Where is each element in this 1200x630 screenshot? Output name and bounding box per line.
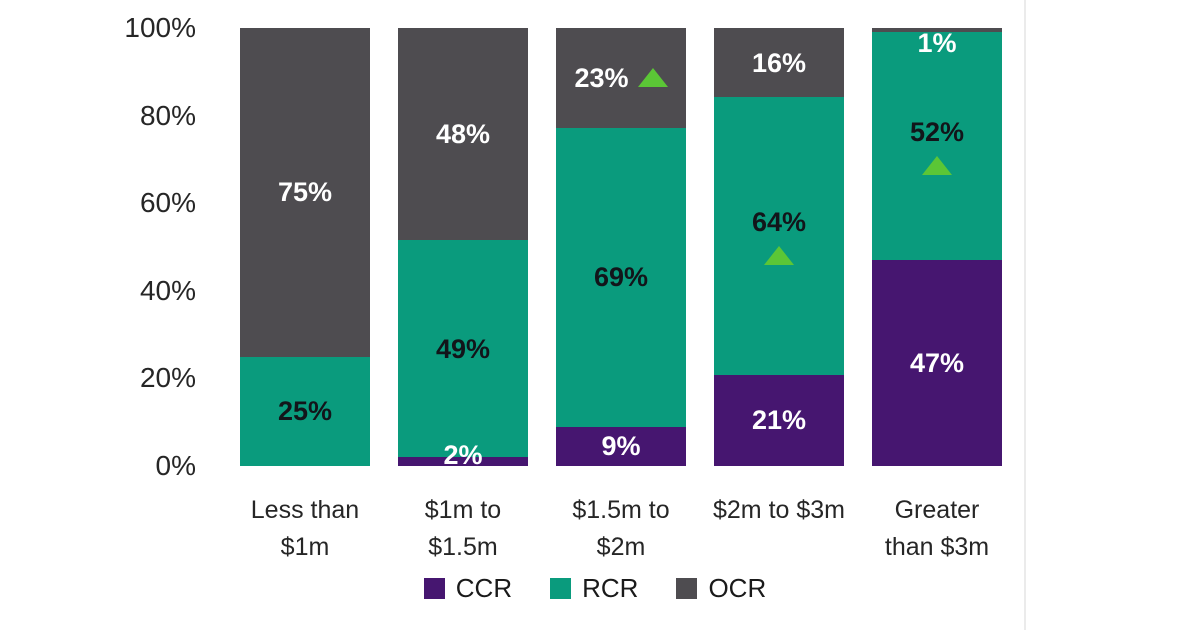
- segment-ocr-2m-to-3m: 16%: [714, 28, 844, 98]
- bar-2m-to-3m: 21% 64% 16%: [714, 28, 844, 466]
- x-axis-label-1m-to-1-5m: $1m to $1.5m: [424, 496, 502, 561]
- segment-rcr-2m-to-3m: 64%: [714, 97, 844, 375]
- segment-rcr-less-than-1m: 25%: [240, 356, 370, 466]
- legend-swatch-rcr: [550, 577, 572, 599]
- data-label-ocr-1m-to-1-5m: 48%: [435, 119, 491, 150]
- legend-item-ocr: OCR: [676, 574, 766, 602]
- segment-ocr-greater-than-3m: 1%: [872, 28, 1002, 58]
- segment-ccr-1-5m-to-2m: 9%: [556, 426, 686, 466]
- y-tick-label-20: 20%: [139, 362, 196, 394]
- data-label-ocr-less-than-1m: 75%: [277, 177, 333, 208]
- segment-rcr-1m-to-1-5m: 49%: [398, 240, 528, 458]
- segment-ocr-1-5m-to-2m: 23%: [556, 28, 686, 128]
- x-axis-label-2m-to-3m: $2m to $3m: [712, 496, 845, 524]
- data-label-ccr-1m-to-1-5m: 2%: [443, 439, 483, 470]
- segment-ccr-2m-to-3m: 21%: [714, 374, 844, 466]
- segment-ccr-greater-than-3m: 47%: [872, 260, 1002, 466]
- bar-greater-than-3m: 47% 52% 1%: [872, 28, 1002, 466]
- y-tick-label-60: 60%: [139, 187, 196, 219]
- legend-item-ccr: CCR: [423, 573, 513, 603]
- chart-right-border: [1024, 0, 1026, 630]
- data-label-rcr-1-5m-to-2m: 69%: [593, 262, 649, 293]
- legend-item-rcr: RCR: [550, 574, 638, 602]
- segment-rcr-1-5m-to-2m: 69%: [556, 127, 686, 427]
- y-tick-label-80: 80%: [139, 99, 196, 131]
- data-label-rcr-2m-to-3m: 64%: [751, 207, 807, 238]
- bar-1-5m-to-2m: 9% 69% 23%: [556, 28, 686, 466]
- segment-ocr-1m-to-1-5m: 48%: [398, 28, 528, 241]
- data-label-ccr-greater-than-3m: 47%: [909, 348, 965, 379]
- legend: CCR RCR OCR: [0, 574, 1190, 602]
- plot-area: 25% 75% 2% 49% 48% 9% 69% 23% 21% 64% 16% 47% 52% 1%: [240, 28, 1002, 470]
- data-label-ocr-greater-than-3m: 1%: [917, 28, 957, 59]
- bar-less-than-1m: 25% 75%: [240, 28, 370, 466]
- legend-label-ccr: CCR: [455, 573, 513, 603]
- increase-triangle-icon-1-5m-to-2m: [637, 68, 668, 88]
- data-label-ccr-2m-to-3m: 21%: [751, 405, 807, 436]
- legend-label-rcr: RCR: [582, 573, 639, 603]
- y-axis: 0% 20% 40% 60% 80% 100%: [0, 0, 196, 481]
- segment-ccr-1m-to-1-5m: 2%: [398, 440, 528, 470]
- legend-label-ocr: OCR: [708, 573, 767, 603]
- x-axis-label-1-5m-to-2m: $1.5m to $2m: [572, 496, 670, 561]
- data-label-rcr-greater-than-3m: 52%: [909, 117, 965, 148]
- y-tick-label-0: 0%: [155, 450, 196, 481]
- data-label-rcr-1m-to-1-5m: 49%: [435, 333, 491, 364]
- data-label-ocr-2m-to-3m: 16%: [751, 47, 807, 78]
- x-axis-label-greater-than-3m: Greater than $3m: [884, 496, 990, 561]
- y-tick-label-40: 40%: [139, 274, 196, 306]
- increase-triangle-icon-2m-to-3m: [763, 246, 794, 266]
- data-label-rcr-less-than-1m: 25%: [277, 396, 333, 427]
- legend-swatch-ocr: [676, 577, 698, 599]
- bar-1m-to-1-5m: 2% 49% 48%: [398, 28, 528, 470]
- segment-ocr-less-than-1m: 75%: [240, 28, 370, 357]
- x-axis-label-less-than-1m: Less than $1m: [250, 496, 360, 561]
- data-label-ccr-1-5m-to-2m: 9%: [601, 431, 641, 462]
- segment-rcr-greater-than-3m: 52%: [872, 32, 1002, 261]
- y-tick-label-100: 100%: [124, 12, 196, 43]
- legend-swatch-ccr: [423, 577, 445, 599]
- data-label-ocr-1-5m-to-2m: 23%: [574, 62, 629, 93]
- increase-triangle-icon-greater-than-3m: [921, 156, 952, 176]
